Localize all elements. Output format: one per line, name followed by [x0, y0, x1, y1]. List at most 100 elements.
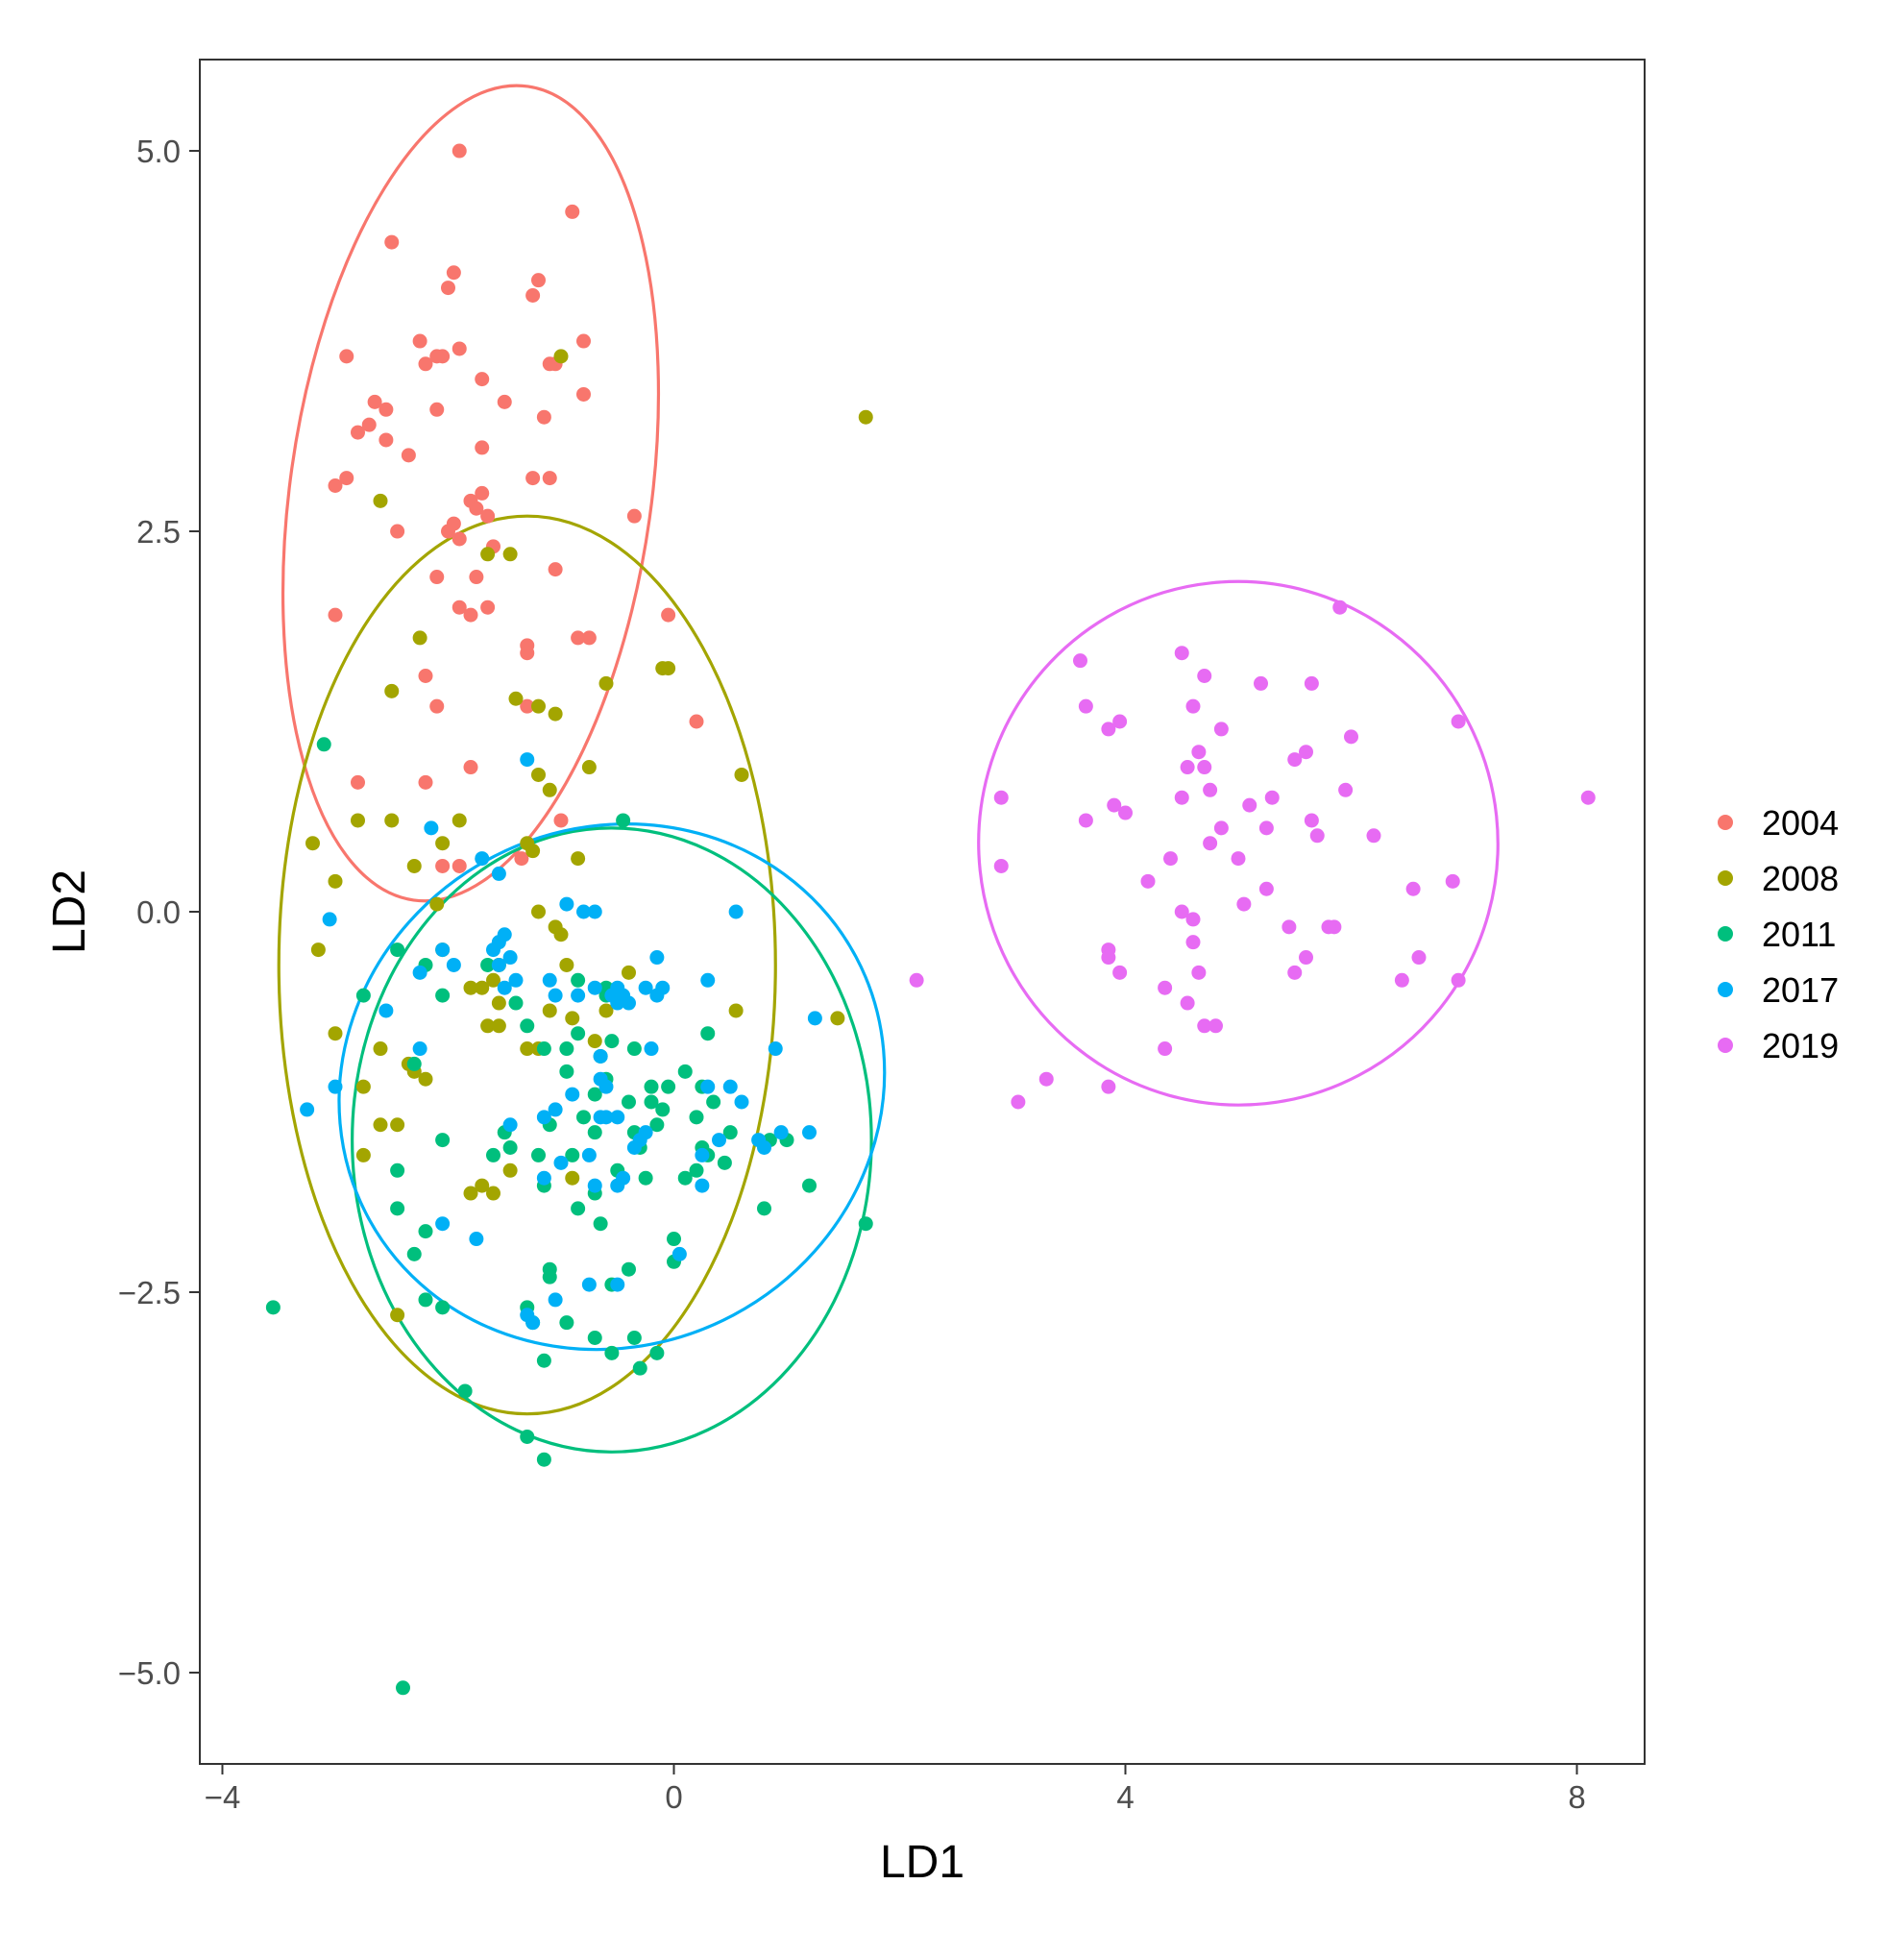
point-2019	[1405, 881, 1421, 896]
point-2017	[548, 1292, 563, 1308]
point-2017	[649, 950, 665, 966]
point-2008	[475, 980, 490, 995]
point-2008	[598, 675, 614, 691]
point-2017	[700, 1079, 716, 1094]
point-2004	[429, 698, 445, 714]
point-2017	[757, 1140, 771, 1156]
point-2017	[700, 972, 716, 988]
point-2004	[475, 485, 490, 501]
point-2008	[390, 1308, 405, 1323]
point-2008	[502, 1162, 518, 1178]
point-2004	[553, 813, 569, 828]
point-2008	[520, 1041, 535, 1057]
point-2017	[536, 1170, 551, 1186]
point-2011	[616, 813, 631, 828]
point-2017	[610, 1178, 625, 1193]
point-2017	[671, 1246, 687, 1261]
point-2017	[587, 904, 602, 919]
point-2004	[548, 562, 563, 577]
point-2011	[802, 1178, 817, 1193]
point-2017	[773, 1125, 789, 1140]
point-2004	[542, 356, 557, 372]
point-2017	[610, 995, 625, 1011]
point-2017	[548, 988, 563, 1003]
point-2004	[469, 501, 484, 516]
point-2008	[531, 904, 546, 919]
point-2019	[1213, 722, 1229, 737]
point-2008	[475, 1178, 490, 1193]
point-2017	[536, 1110, 551, 1125]
point-2019	[1411, 950, 1427, 966]
point-2004	[475, 372, 490, 387]
point-2008	[661, 661, 676, 676]
point-2008	[412, 630, 427, 646]
point-2011	[265, 1300, 281, 1315]
point-2008	[373, 1041, 388, 1057]
point-2008	[508, 691, 524, 706]
legend: 2004 2008 2011 2017 2019	[1718, 803, 1839, 1065]
point-2008	[858, 409, 873, 425]
point-2019	[1282, 919, 1297, 935]
point-2017	[412, 1041, 427, 1057]
y-axis: 5.0 2.5 0.0 −2.5 −5.0	[118, 134, 200, 1691]
point-2019	[1304, 675, 1319, 691]
point-2017	[497, 980, 512, 995]
point-2008	[328, 1026, 343, 1041]
scatter-points	[265, 143, 1596, 1696]
point-2004	[401, 448, 416, 463]
point-2017	[469, 1232, 484, 1247]
y-tick-label: 0.0	[136, 894, 181, 930]
point-2019	[1038, 1071, 1054, 1087]
point-2008	[373, 493, 388, 508]
point-2019	[1101, 1079, 1116, 1094]
point-2004	[418, 668, 433, 683]
point-2019	[1112, 714, 1128, 729]
point-2019	[1258, 881, 1274, 896]
point-2011	[649, 1117, 665, 1133]
point-2017	[593, 1110, 608, 1125]
point-2008	[429, 896, 445, 912]
point-2004	[418, 356, 433, 372]
point-2008	[418, 1071, 433, 1087]
legend-key-2019	[1718, 1038, 1733, 1053]
point-2011	[677, 1170, 693, 1186]
point-2008	[328, 873, 343, 889]
ellipse-2019	[977, 579, 1500, 1107]
point-2004	[576, 333, 591, 349]
point-2004	[361, 417, 377, 432]
point-2019	[1197, 1018, 1212, 1034]
x-tick-label: −4	[205, 1779, 241, 1815]
point-2008	[452, 813, 467, 828]
point-2019	[1158, 1041, 1173, 1057]
point-2011	[418, 1224, 433, 1239]
point-2019	[1185, 935, 1201, 950]
point-2011	[571, 1026, 586, 1041]
legend-key-2017	[1718, 982, 1733, 997]
point-2019	[1197, 668, 1212, 683]
point-2004	[452, 858, 467, 873]
point-2008	[553, 349, 569, 364]
point-2019	[1180, 995, 1195, 1011]
point-2008	[542, 782, 557, 797]
point-2019	[1191, 745, 1207, 760]
point-2011	[677, 1064, 693, 1079]
point-2017	[491, 866, 506, 881]
point-2004	[367, 394, 382, 409]
x-tick-label: 8	[1568, 1779, 1585, 1815]
point-2004	[351, 425, 365, 440]
point-2011	[542, 1269, 557, 1285]
legend-label-2004: 2004	[1762, 803, 1839, 843]
point-2004	[565, 204, 580, 219]
point-2017	[622, 995, 636, 1011]
point-2011	[520, 1018, 535, 1034]
point-2017	[491, 957, 506, 972]
point-2004	[525, 288, 541, 304]
point-2019	[1203, 782, 1218, 797]
point-2011	[689, 1162, 704, 1178]
y-axis-title: LD2	[44, 869, 95, 954]
point-2019	[1101, 950, 1116, 966]
point-2011	[661, 1079, 676, 1094]
point-2017	[593, 1048, 608, 1064]
y-tick-label: 5.0	[136, 134, 181, 169]
point-2017	[559, 896, 574, 912]
